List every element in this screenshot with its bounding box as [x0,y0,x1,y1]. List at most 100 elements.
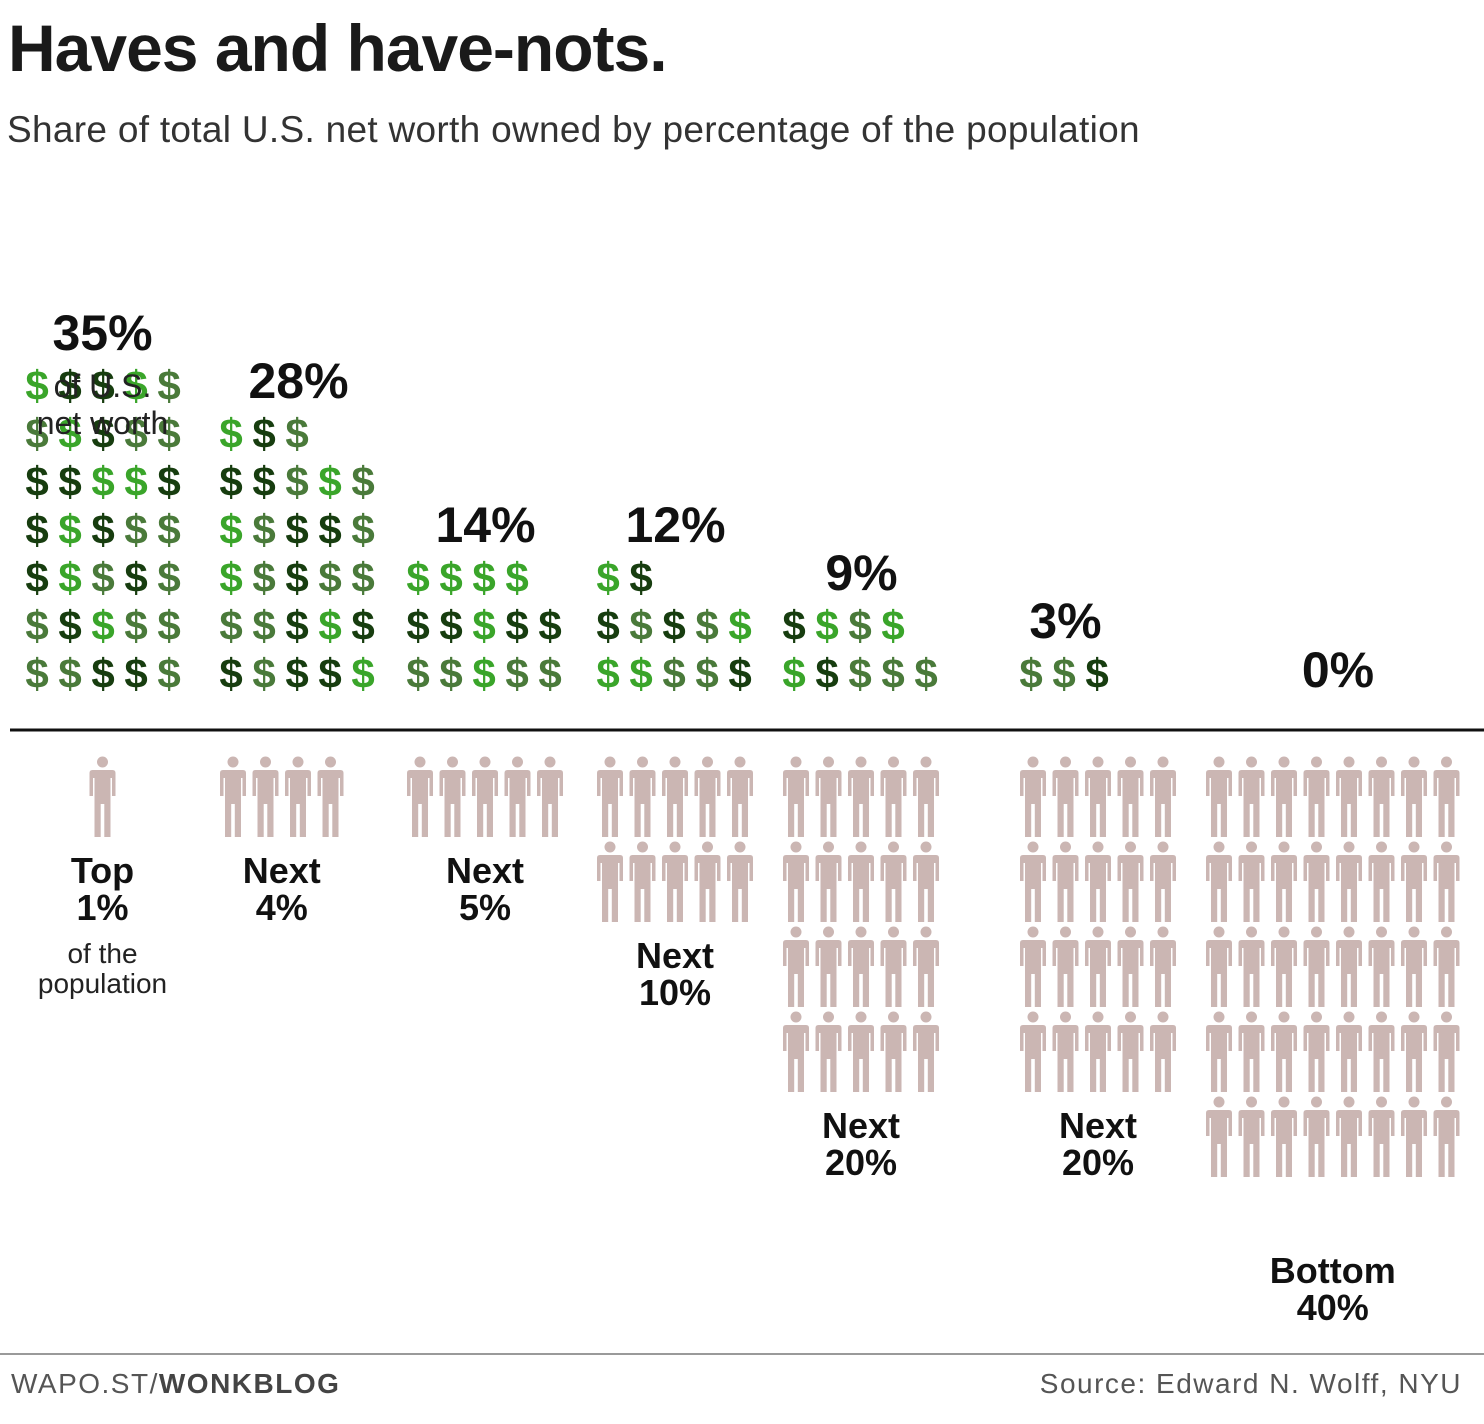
value-label: 9% [825,545,897,601]
dollar-icon: $ [439,650,462,697]
dollar-icon: $ [219,554,242,601]
person-icon [880,841,907,922]
dollar-icon: $ [124,506,147,553]
dollar-icon: $ [157,362,180,409]
dollar-icon: $ [596,650,619,697]
dollar-icon: $ [58,506,81,553]
dollar-icon: $ [351,458,374,505]
dollar-icon: $ [1085,650,1108,697]
person-icon [727,756,753,837]
person-icon [439,756,466,837]
dollar-icon: $ [629,602,652,649]
person-icon [1085,1011,1111,1092]
value-note-line2: net worth [37,405,169,441]
group-label-line2: 5% [459,887,511,928]
person-icon [848,756,874,837]
footer-divider [0,1353,1484,1355]
person-icon [815,926,842,1007]
person-icon [597,841,623,922]
dollar-icon: $ [815,602,838,649]
population-note-line1: of the [67,938,137,969]
person-icon [1085,841,1111,922]
person-icon [1052,841,1079,922]
dollar-icon: $ [318,458,341,505]
dollar-icon: $ [881,602,904,649]
group-label-line1: Bottom [1270,1250,1396,1291]
dollar-icon: $ [58,410,81,457]
dollar-icon: $ [406,602,429,649]
person-icon [880,756,907,837]
person-icon [1206,1011,1232,1092]
dollar-icon: $ [318,650,341,697]
person-icon [1020,1011,1046,1092]
group-label-line2: 10% [639,972,711,1013]
person-icon [783,1011,809,1092]
dollar-icon: $ [157,410,180,457]
person-icon [1368,1011,1395,1092]
dollar-icon: $ [782,650,805,697]
person-icon [1117,841,1144,922]
person-icon [1433,1011,1460,1092]
person-icon [285,756,311,837]
person-icon [815,841,842,922]
person-icon [1303,1096,1330,1177]
dollar-icon: $ [318,554,341,601]
person-icon [913,841,939,922]
person-icon [913,926,939,1007]
person-icon [1303,926,1330,1007]
value-label: 3% [1029,593,1101,649]
person-icon [1433,841,1460,922]
dollar-icon: $ [728,602,751,649]
person-icon [1401,841,1427,922]
dollar-icon: $ [25,362,48,409]
group-label-line2: 20% [1062,1142,1134,1183]
group-label-line2: 4% [256,887,308,928]
person-icon [1117,1011,1144,1092]
population-note-line2: population [38,968,167,999]
dollar-icon: $ [124,362,147,409]
person-icon [1085,756,1111,837]
person-icon [1150,1011,1176,1092]
dollar-icon: $ [252,506,275,553]
group-label-line2: 1% [76,887,128,928]
dollar-icon: $ [1052,650,1075,697]
person-icon [1368,926,1395,1007]
person-icon [1433,1096,1460,1177]
person-icon [1238,756,1265,837]
dollar-icon: $ [285,650,308,697]
dollar-icon: $ [538,602,561,649]
person-icon [913,756,939,837]
dollar-icon: $ [58,602,81,649]
person-icon [1368,756,1395,837]
person-icon [1303,1011,1330,1092]
dollar-icon: $ [91,362,114,409]
person-icon [1020,756,1046,837]
person-icon [783,841,809,922]
dollar-icon: $ [848,602,871,649]
person-icon [1206,841,1232,922]
person-icon [1336,1011,1362,1092]
dollar-icon: $ [91,506,114,553]
value-label: 28% [248,353,348,409]
person-icon [815,756,842,837]
dollar-icon: $ [662,650,685,697]
person-icon [407,756,433,837]
dollar-icon: $ [219,602,242,649]
dollar-icon: $ [91,650,114,697]
dollar-icon: $ [695,602,718,649]
dollar-icon: $ [124,650,147,697]
dollar-icon: $ [252,458,275,505]
dollar-icon: $ [472,602,495,649]
dollar-icon: $ [472,650,495,697]
person-icon [1150,926,1176,1007]
person-icon [629,841,656,922]
person-icon [880,926,907,1007]
person-icon [662,841,688,922]
chart-subtitle: Share of total U.S. net worth owned by p… [7,109,1140,150]
dollar-icon: $ [285,506,308,553]
person-icon [1206,926,1232,1007]
dollar-icon: $ [58,650,81,697]
dollar-icon: $ [728,650,751,697]
group-label-line1: Top [71,850,134,891]
value-label: 0% [1302,642,1374,698]
